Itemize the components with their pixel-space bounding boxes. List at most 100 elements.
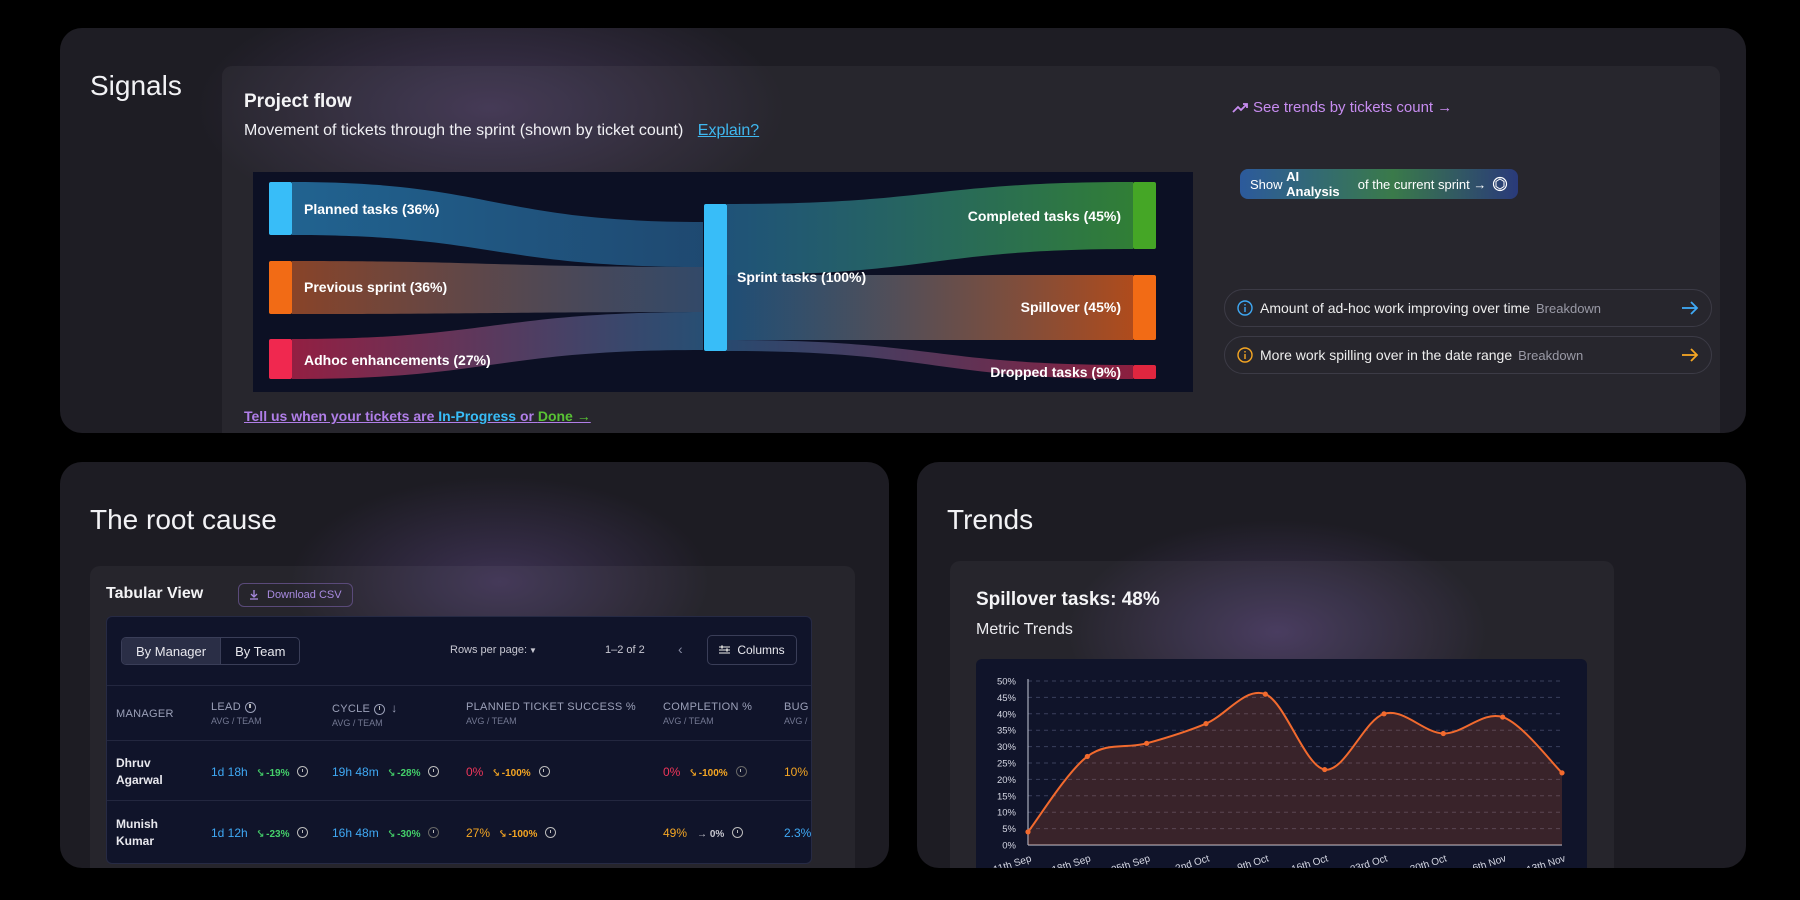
header-cycle[interactable]: CYCLE ↓ AVG / TEAM xyxy=(332,701,398,728)
project-flow-subtitle: Movement of tickets through the sprint (… xyxy=(244,122,759,140)
cycle-value: 19h 48m xyxy=(332,765,379,779)
insight-adhoc-text: Amount of ad-hoc work improving over tim… xyxy=(1260,300,1530,316)
planned-delta: ⤥ -100% xyxy=(493,768,531,779)
header-manager[interactable]: MANAGER xyxy=(116,708,174,720)
ticket-status-link[interactable]: Tell us when your tickets are In-Progres… xyxy=(244,408,591,424)
cycle-value: 16h 48m xyxy=(332,826,379,840)
planned-value: 0% xyxy=(466,765,484,779)
y-tick-label: 25% xyxy=(997,759,1017,770)
lead-delta: ⤥ -19% xyxy=(257,768,290,779)
y-tick-label: 30% xyxy=(997,742,1017,753)
insight-spillover[interactable]: More work spilling over in the date rang… xyxy=(1224,336,1712,374)
group-by-tabs: By Manager By Team xyxy=(121,637,301,665)
header-lead-label: LEAD xyxy=(211,701,241,713)
y-tick-label: 50% xyxy=(997,677,1017,688)
completion-delta: → 0% xyxy=(697,829,725,840)
header-planned-success[interactable]: PLANNED TICKET SUCCESS % AVG / TEAM xyxy=(466,701,636,726)
lead-delta-value: -23% xyxy=(266,829,290,840)
done-label: Done → xyxy=(537,408,591,424)
bug-value: 10% xyxy=(784,765,809,779)
completion-cell: 0% ⤥ -100% xyxy=(663,763,747,781)
lead-value: 1d 12h xyxy=(211,826,248,840)
table-row[interactable]: Dhruv Agarwal 1d 18h ⤥ -19% 19h 48m ⤥ -28% … xyxy=(107,740,811,801)
signals-title: Signals xyxy=(90,70,182,101)
header-planned-label: PLANNED TICKET SUCCESS % xyxy=(466,701,637,713)
openai-icon xyxy=(1493,176,1508,192)
info-icon xyxy=(1237,347,1253,363)
header-completion-sub: AVG / TEAM xyxy=(663,716,714,726)
download-icon xyxy=(250,590,258,600)
spillover-card-title: Spillover tasks: 48% xyxy=(976,589,1160,610)
link-planned-sprint xyxy=(292,182,703,267)
data-point xyxy=(1262,691,1268,697)
x-tick-label: 11th Sep xyxy=(992,853,1033,868)
clock-icon xyxy=(428,766,440,778)
clock-icon xyxy=(732,827,744,839)
header-bug-label: BUG xyxy=(784,701,809,713)
y-tick-label: 40% xyxy=(997,709,1017,720)
tabular-view-card: Tabular View Download CSV By Manager By … xyxy=(90,566,855,868)
root-cause-title: The root cause xyxy=(90,504,277,535)
tab-by-manager[interactable]: By Manager xyxy=(122,638,222,664)
link-sprint-spillover xyxy=(727,275,1133,340)
bug-cell: 2.3% xyxy=(784,824,811,842)
data-point xyxy=(1559,770,1565,776)
table-row[interactable]: Munish Kumar 1d 12h ⤥ -23% 16h 48m ⤥ -30% 2… xyxy=(107,801,811,861)
rows-per-page-select[interactable]: Rows per page: ▼ xyxy=(450,644,537,656)
header-bug[interactable]: BUG AVG / xyxy=(784,701,809,726)
completion-value: 0% xyxy=(663,765,681,779)
node-dropped xyxy=(1133,365,1156,379)
manager-first-name: Dhruv xyxy=(116,756,151,770)
arrow-right-icon xyxy=(1682,348,1699,362)
header-completion[interactable]: COMPLETION % AVG / TEAM xyxy=(663,701,752,726)
ai-analysis-button[interactable]: Show AI Analysis of the current sprint → xyxy=(1240,169,1518,199)
link-previous-sprint xyxy=(292,261,703,314)
node-previous xyxy=(269,261,292,314)
data-point xyxy=(1144,740,1150,746)
lead-delta: ⤥ -23% xyxy=(257,829,290,840)
data-point xyxy=(1440,730,1446,737)
insight-spillover-breakdown: Breakdown xyxy=(1518,347,1584,363)
line-chart: 0% 5% 10% 15% 20% 25% 30% 35% 40% 45% 50% 11th Sep 1… xyxy=(976,659,1587,868)
lead-cell: 1d 18h ⤥ -19% xyxy=(211,763,309,781)
y-tick-label: 10% xyxy=(997,808,1017,819)
series-line xyxy=(1027,691,1563,833)
info-icon xyxy=(1237,300,1253,316)
cycle-delta: ⤥ -28% xyxy=(388,768,421,779)
series-area xyxy=(1028,692,1562,845)
planned-delta-value: -100% xyxy=(501,768,531,779)
download-csv-button[interactable]: Download CSV xyxy=(238,583,353,607)
link-adhoc-sprint xyxy=(292,312,703,379)
clock-icon xyxy=(538,766,550,778)
chevron-left-icon[interactable]: ‹ xyxy=(678,641,683,657)
manager-last-name: Agarwal xyxy=(116,773,163,787)
see-trends-link[interactable]: See trends by tickets count → xyxy=(1232,99,1452,116)
header-lead-sub: AVG / TEAM xyxy=(211,716,262,726)
label-adhoc: Adhoc enhancements (27%) xyxy=(304,352,491,368)
bug-cell: 10% xyxy=(784,763,808,781)
header-completion-label: COMPLETION % xyxy=(663,701,753,713)
y-tick-label: 0% xyxy=(1002,841,1016,852)
explain-link[interactable]: Explain? xyxy=(697,122,760,139)
pagination-text: 1–2 of 2 xyxy=(605,644,645,656)
arrow-down-icon: ↓ xyxy=(391,701,398,715)
y-tick-label: 35% xyxy=(997,726,1017,737)
planned-cell: 0% ⤥ -100% xyxy=(466,763,550,781)
cycle-delta-value: -30% xyxy=(397,829,421,840)
x-tick-label: 13th Nov xyxy=(1525,853,1566,868)
signals-panel: Signals Project flow Movement of tickets… xyxy=(60,28,1746,433)
project-flow-title: Project flow xyxy=(244,91,352,112)
ai-button-prefix: Show xyxy=(1250,176,1287,192)
manager-name: Dhruv Agarwal xyxy=(116,755,163,789)
node-planned xyxy=(269,182,292,235)
columns-button[interactable]: Columns xyxy=(707,635,797,665)
y-tick-label: 15% xyxy=(997,791,1017,802)
insight-adhoc[interactable]: Amount of ad-hoc work improving over tim… xyxy=(1224,289,1712,327)
x-tick-label: 18th Sep xyxy=(1051,853,1093,868)
header-lead[interactable]: LEAD AVG / TEAM xyxy=(211,701,262,726)
manager-name: Munish Kumar xyxy=(116,816,158,850)
tab-by-team[interactable]: By Team xyxy=(235,643,286,659)
manager-first-name: Munish xyxy=(116,817,158,831)
link-sprint-completed xyxy=(727,182,1133,275)
header-cycle-label: CYCLE xyxy=(332,703,371,715)
